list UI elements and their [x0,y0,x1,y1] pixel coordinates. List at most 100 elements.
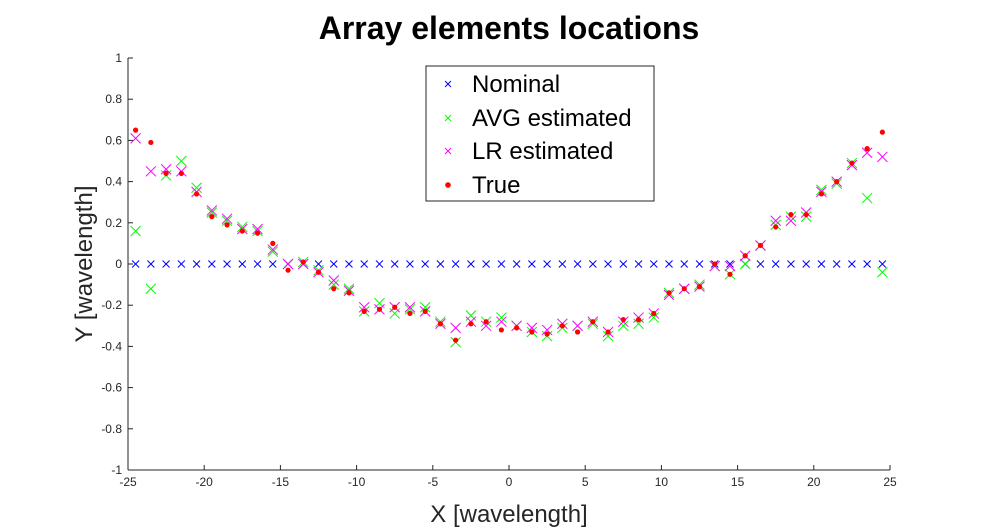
point-true [254,230,261,236]
point-avg-estimated [877,266,888,278]
point-lr-estimated [541,324,553,336]
point-true [285,267,291,273]
point-true [178,170,184,176]
point-lr-estimated [206,205,218,216]
point-true [148,139,154,146]
point-avg-estimated [236,221,248,233]
point-true [529,329,535,335]
point-nominal [573,260,582,268]
point-nominal [467,260,475,268]
point-nominal [238,260,247,268]
legend-marker-nominal [444,80,452,88]
x-tick-label: -10 [348,475,366,489]
point-true [468,321,474,327]
point-nominal [817,260,826,268]
x-tick-label: -20 [196,475,214,489]
point-lr-estimated [526,322,538,334]
point-lr-estimated [770,215,782,227]
point-lr-estimated [328,275,340,286]
point-nominal [558,260,567,268]
point-avg-estimated [206,207,218,218]
x-tick-label: -15 [272,475,290,489]
legend: Nominal AVG estimated LR estimated True [425,65,655,202]
point-avg-estimated [130,225,141,237]
point-avg-estimated [602,330,614,342]
point-true [696,284,703,290]
point-nominal [802,260,811,268]
point-true [590,319,596,325]
point-nominal [726,260,734,268]
point-nominal [192,260,201,268]
point-nominal [131,260,140,268]
point-lr-estimated [130,132,141,144]
point-nominal [207,260,216,268]
point-nominal [832,260,841,268]
series-nominal [131,260,887,268]
point-true [331,286,337,292]
point-nominal [634,260,643,268]
point-true [346,290,352,296]
point-true [773,224,779,230]
point-nominal [649,260,658,268]
point-lr-estimated [160,163,172,175]
point-true [834,179,840,185]
point-avg-estimated [648,312,660,323]
y-tick-label: -1 [111,463,122,477]
point-true [300,259,306,265]
point-avg-estimated [267,246,279,257]
point-true [407,310,413,317]
point-avg-estimated [221,215,233,227]
point-nominal [345,260,353,268]
y-axis-label: Y [wavelength] [71,186,98,343]
point-true [864,146,870,152]
point-nominal [695,260,704,268]
point-nominal [528,260,536,268]
x-tick-label: 15 [731,475,745,489]
point-nominal [588,260,597,268]
point-lr-estimated [358,301,370,313]
point-nominal [543,260,551,268]
data-marks [130,127,888,348]
x-tick-label: 5 [582,475,589,489]
point-nominal [512,260,521,268]
point-true [666,290,672,296]
point-nominal [177,260,186,268]
legend-box [425,65,655,202]
point-true [392,304,398,310]
legend-label-true: True [472,172,520,199]
point-avg-estimated [496,312,507,323]
point-avg-estimated [343,283,355,295]
x-tick-label: 25 [883,475,897,489]
point-true [483,319,489,325]
point-nominal [162,260,170,268]
x-tick-label: 20 [807,475,821,489]
point-true [422,308,428,314]
point-lr-estimated [221,213,233,225]
legend-marker-lr-estimated [444,147,452,155]
point-nominal [680,260,689,268]
point-lr-estimated [267,244,279,255]
point-true [224,222,230,228]
y-tick-label: 0.4 [105,175,122,189]
point-nominal [497,260,506,268]
point-avg-estimated [861,192,873,204]
point-true [559,323,565,329]
point-avg-estimated [191,182,202,194]
point-lr-estimated [496,316,507,328]
point-true [620,317,626,323]
point-true [635,317,642,323]
point-true [209,214,215,220]
point-true [376,306,383,312]
point-avg-estimated [328,279,340,290]
x-tick-label: -5 [427,475,438,489]
point-avg-estimated [374,297,385,309]
point-lr-estimated [724,260,736,272]
legend-label-avg-estimated: AVG estimated [472,105,632,132]
point-nominal [604,260,612,268]
point-true [163,170,169,176]
y-tick-label: 0 [115,257,122,271]
point-true [270,240,276,246]
point-true [315,269,322,275]
point-avg-estimated [419,301,431,313]
point-nominal [863,260,871,268]
